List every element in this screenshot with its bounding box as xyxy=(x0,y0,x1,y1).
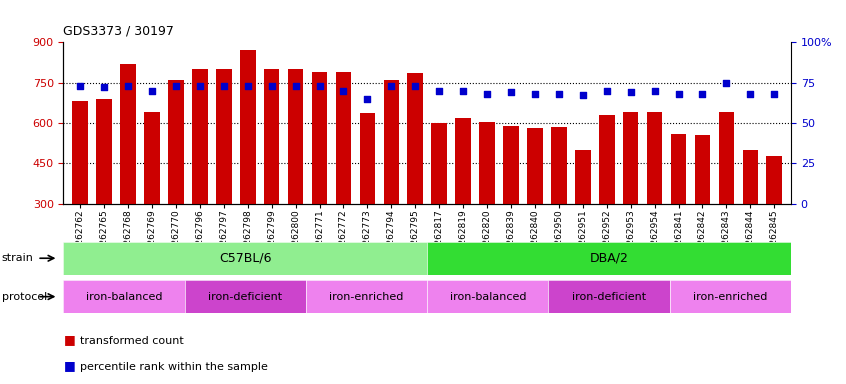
Text: iron-enriched: iron-enriched xyxy=(693,291,767,302)
Point xyxy=(767,91,781,97)
Bar xyxy=(192,69,207,204)
Bar xyxy=(144,112,160,204)
Point xyxy=(504,89,518,95)
Point xyxy=(265,83,278,89)
Text: ■: ■ xyxy=(63,359,75,372)
Point xyxy=(695,91,709,97)
Bar xyxy=(503,126,519,204)
Point xyxy=(648,88,662,94)
Bar xyxy=(599,115,614,204)
Bar xyxy=(551,127,567,204)
Point xyxy=(600,88,613,94)
Bar xyxy=(480,121,495,204)
Bar xyxy=(743,150,758,204)
Text: iron-enriched: iron-enriched xyxy=(329,291,404,302)
Point xyxy=(432,88,446,94)
Point xyxy=(121,83,135,89)
Point xyxy=(169,83,183,89)
Bar xyxy=(455,118,471,204)
Text: iron-deficient: iron-deficient xyxy=(572,291,646,302)
Text: ■: ■ xyxy=(63,333,75,346)
Point xyxy=(360,96,374,102)
Point xyxy=(624,89,637,95)
Point xyxy=(337,88,350,94)
Bar xyxy=(168,80,184,204)
Point xyxy=(456,88,470,94)
Point xyxy=(385,83,398,89)
Point xyxy=(481,91,494,97)
Point xyxy=(744,91,757,97)
Bar xyxy=(647,112,662,204)
Text: GDS3373 / 30197: GDS3373 / 30197 xyxy=(63,25,174,38)
Text: iron-deficient: iron-deficient xyxy=(208,291,283,302)
Point xyxy=(528,91,541,97)
Bar xyxy=(671,134,686,204)
Bar xyxy=(216,69,232,204)
Bar xyxy=(336,72,351,204)
Text: iron-balanced: iron-balanced xyxy=(85,291,162,302)
Text: strain: strain xyxy=(2,253,34,263)
Bar xyxy=(73,101,88,204)
Point xyxy=(74,83,87,89)
Point xyxy=(720,79,733,86)
Text: iron-balanced: iron-balanced xyxy=(449,291,526,302)
Bar xyxy=(96,99,112,204)
Point xyxy=(672,91,685,97)
Point xyxy=(313,83,327,89)
Bar xyxy=(383,80,399,204)
Point xyxy=(97,84,111,91)
Bar xyxy=(431,123,447,204)
Text: transformed count: transformed count xyxy=(80,336,184,346)
Bar xyxy=(527,128,542,204)
Point xyxy=(241,83,255,89)
Bar xyxy=(408,73,423,204)
Text: protocol: protocol xyxy=(2,291,47,302)
Point xyxy=(217,83,231,89)
Bar xyxy=(312,72,327,204)
Bar xyxy=(288,69,304,204)
Bar xyxy=(718,112,734,204)
Bar xyxy=(240,50,255,204)
Bar xyxy=(120,64,136,204)
Text: C57BL/6: C57BL/6 xyxy=(219,252,272,265)
Point xyxy=(146,88,159,94)
Bar xyxy=(264,69,279,204)
Text: DBA/2: DBA/2 xyxy=(590,252,629,265)
Bar xyxy=(360,114,375,204)
Point xyxy=(576,93,590,99)
Bar xyxy=(623,112,639,204)
Point xyxy=(552,91,566,97)
Bar xyxy=(766,157,782,204)
Bar xyxy=(695,135,711,204)
Point xyxy=(288,83,302,89)
Text: percentile rank within the sample: percentile rank within the sample xyxy=(80,362,268,372)
Bar xyxy=(575,150,591,204)
Point xyxy=(409,83,422,89)
Point xyxy=(193,83,206,89)
